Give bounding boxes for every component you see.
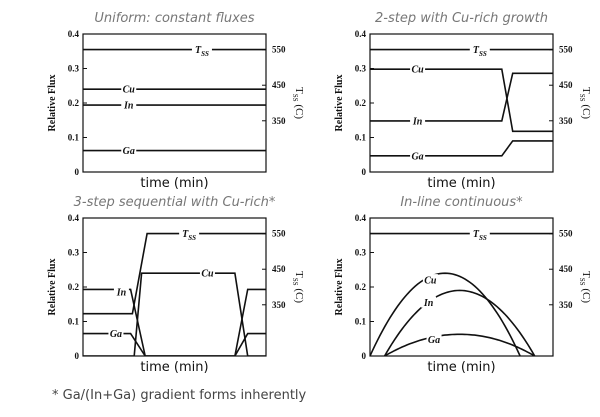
plot-frame <box>369 33 554 173</box>
series-label-cu: Cu <box>411 65 424 76</box>
series-line-cu <box>370 68 553 133</box>
series-label-bg <box>121 99 137 111</box>
y-tick-label: 0.4 <box>68 29 80 39</box>
y-tick-label: 0.3 <box>355 248 367 258</box>
chart-title: In-line continuous* <box>400 195 523 210</box>
y-tick-label: 0.2 <box>68 98 80 108</box>
chart-title: 2-step with Cu-rich growth <box>375 11 548 26</box>
series-label-in: In <box>423 298 434 309</box>
series-line-tss <box>83 232 266 315</box>
series-line-cu <box>370 272 521 356</box>
x-axis-label: time (min) <box>140 176 208 191</box>
footnote: * Ga/(In+Ga) gradient forms inherently <box>52 388 307 403</box>
y-tick-label: 0 <box>362 351 367 361</box>
y-tick-label: 0 <box>75 351 80 361</box>
chart-panel-1: Uniform: constant fluxes 0 0.1 0.2 0.3 0.4 350… <box>47 11 305 191</box>
y-axis-label: Relative Flux <box>47 259 58 316</box>
y-tick-label: 0.2 <box>355 282 367 292</box>
series-label-ga: Ga <box>123 146 135 157</box>
y-tick-label: 0.4 <box>355 29 367 39</box>
series-label-ga: Ga <box>110 329 122 340</box>
y2-tick-label: 450 <box>559 80 573 90</box>
series-label-cu: Cu <box>123 85 136 96</box>
y-tick-label: 0 <box>362 167 367 177</box>
series-label-bg <box>410 63 426 75</box>
y2-tick-label: 550 <box>272 45 286 55</box>
y-axis-label: Relative Flux <box>334 75 345 132</box>
series-label-in: In <box>123 101 134 112</box>
series-label-bg <box>410 114 426 126</box>
series-label-tss: TSS <box>195 45 209 58</box>
series-label-bg <box>469 43 490 55</box>
series-label-bg <box>121 83 137 95</box>
y-tick-label: 0 <box>75 167 80 177</box>
y2-axis-label: TSS (C) <box>578 271 592 303</box>
series-label-tss: TSS <box>473 45 487 58</box>
y-tick-label: 0.3 <box>68 64 80 74</box>
y2-tick-label: 550 <box>272 229 286 239</box>
chart-panel-4: In-line continuous* 0 0.1 0.2 0.3 0.4 350 450 55… <box>334 195 592 375</box>
series-label-bg <box>121 144 137 156</box>
y-tick-label: 0.4 <box>68 213 80 223</box>
series-label-in: In <box>116 288 127 299</box>
y2-tick-label: 350 <box>272 300 286 310</box>
y-tick-label: 0.3 <box>355 64 367 74</box>
y-tick-label: 0.2 <box>355 98 367 108</box>
y2-tick-label: 450 <box>272 80 286 90</box>
series-label-bg <box>410 149 426 161</box>
series-label-tss: TSS <box>473 229 487 242</box>
series-label-in: In <box>412 116 423 127</box>
series-label-cu: Cu <box>201 269 214 280</box>
y-tick-label: 0.4 <box>355 213 367 223</box>
y2-tick-label: 350 <box>559 116 573 126</box>
chart-panel-3: 3-step sequential with Cu-rich* 0 0.1 0.2 0.… <box>47 195 305 375</box>
chart-panel-2: 2-step with Cu-rich growth 0 0.1 0.2 0.3 0.4 3… <box>334 11 592 191</box>
y2-tick-label: 550 <box>559 45 573 55</box>
y2-tick-label: 350 <box>272 116 286 126</box>
series-line-in <box>370 72 553 122</box>
y-tick-label: 0.3 <box>68 248 80 258</box>
x-axis-label: time (min) <box>427 360 495 375</box>
y2-axis-label: TSS (C) <box>291 87 305 119</box>
series-line-in <box>383 289 536 356</box>
y-tick-label: 0.1 <box>68 317 80 327</box>
series-label-ga: Ga <box>428 335 440 346</box>
y2-tick-label: 450 <box>559 264 573 274</box>
series-label-ga: Ga <box>411 151 423 162</box>
series-line-ga <box>384 333 536 356</box>
y-tick-label: 0.1 <box>68 133 80 143</box>
series-label-bg <box>179 227 200 239</box>
series-label-bg <box>422 274 438 286</box>
y-tick-label: 0.1 <box>355 317 367 327</box>
y-tick-label: 0.1 <box>355 133 367 143</box>
series-label-bg <box>191 43 212 55</box>
series-label-bg <box>199 267 215 279</box>
series-label-cu: Cu <box>424 276 437 287</box>
series-label-bg <box>426 333 442 345</box>
y2-tick-label: 550 <box>559 229 573 239</box>
y2-axis-label: TSS (C) <box>291 271 305 303</box>
series-label-bg <box>421 296 437 308</box>
x-axis-label: time (min) <box>140 360 208 375</box>
x-axis-label: time (min) <box>427 176 495 191</box>
series-label-bg <box>113 286 129 298</box>
chart-title: 3-step sequential with Cu-rich* <box>74 195 276 210</box>
series-label-tss: TSS <box>182 229 196 242</box>
y-tick-label: 0.2 <box>68 282 80 292</box>
series-label-bg <box>469 227 490 239</box>
y2-tick-label: 350 <box>559 300 573 310</box>
y2-tick-label: 450 <box>272 264 286 274</box>
series-line-ga <box>370 140 553 157</box>
chart-title: Uniform: constant fluxes <box>94 11 254 26</box>
series-line-cu <box>83 272 266 356</box>
series-label-bg <box>108 327 124 339</box>
y-axis-label: Relative Flux <box>334 259 345 316</box>
y2-axis-label: TSS (C) <box>578 87 592 119</box>
y-axis-label: Relative Flux <box>47 75 58 132</box>
